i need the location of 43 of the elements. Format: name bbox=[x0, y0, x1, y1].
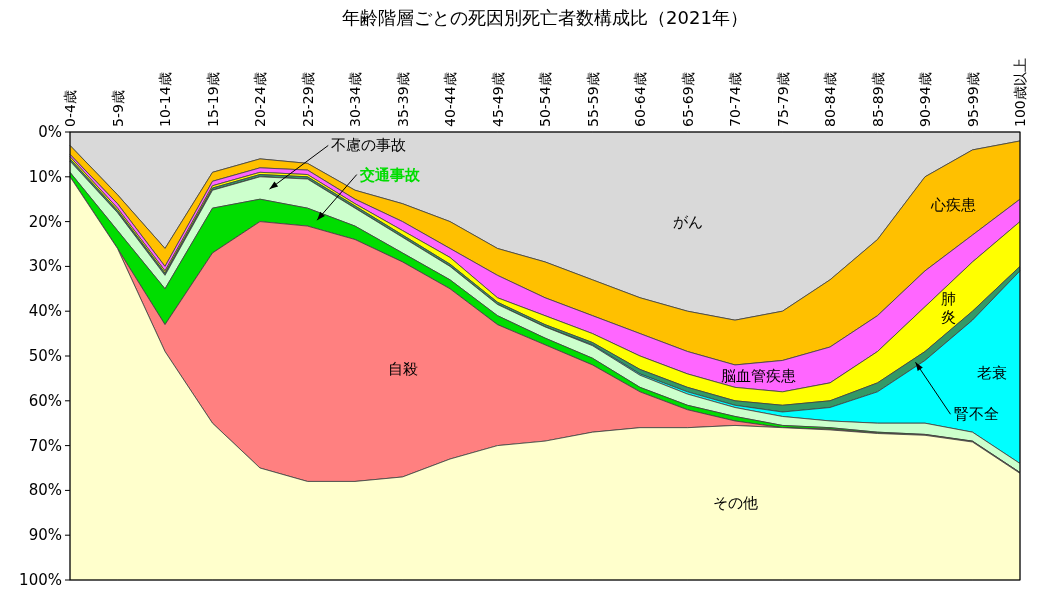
x-tick-label: 0-4歳 bbox=[62, 90, 78, 127]
x-tick-label: 75-79歳 bbox=[774, 72, 791, 127]
x-tick-label: 95-99歳 bbox=[964, 72, 981, 127]
x-tick-label: 45-49歳 bbox=[489, 72, 506, 127]
x-tick-label: 55-59歳 bbox=[584, 72, 601, 127]
series-label: 脳血管疾患 bbox=[721, 367, 797, 386]
series-label: 肺炎 bbox=[941, 289, 957, 326]
x-tick-label: 80-84歳 bbox=[822, 72, 838, 127]
x-tick-label: 50-54歳 bbox=[537, 72, 553, 127]
x-tick-label: 35-39歳 bbox=[394, 72, 411, 127]
series-label: その他 bbox=[712, 493, 758, 512]
y-tick-label: 90% bbox=[28, 526, 62, 545]
y-tick-label: 40% bbox=[28, 302, 62, 321]
x-tick-label: 85-89歳 bbox=[869, 72, 886, 127]
y-tick-label: 20% bbox=[28, 212, 62, 231]
y-tick-label: 70% bbox=[28, 436, 62, 455]
series-label: 心疾患 bbox=[930, 196, 976, 215]
y-tick-label: 0% bbox=[38, 123, 62, 141]
y-tick-label: 60% bbox=[28, 391, 62, 410]
series-label: 老衰 bbox=[976, 363, 1007, 382]
y-tick-label: 30% bbox=[28, 257, 62, 276]
x-tick-label: 40-44歳 bbox=[442, 72, 458, 127]
series-label: 自殺 bbox=[387, 360, 418, 379]
x-tick-label: 20-24歳 bbox=[252, 72, 268, 127]
series-label: がん bbox=[672, 212, 703, 231]
chart-title: 年齢階層ごとの死因別死亡者数構成比（2021年） bbox=[342, 7, 748, 28]
x-tick-label: 15-19歳 bbox=[204, 72, 221, 127]
x-tick-label: 60-64歳 bbox=[632, 72, 648, 127]
y-tick-label: 100% bbox=[19, 571, 62, 589]
text: 交通事故 bbox=[358, 165, 421, 184]
x-tick-label: 25-29歳 bbox=[299, 72, 316, 127]
x-tick-label: 100歳以上 bbox=[1012, 58, 1028, 127]
x-tick-label: 65-69歳 bbox=[679, 72, 696, 127]
x-tick-label: 30-34歳 bbox=[347, 72, 363, 127]
x-tick-label: 70-74歳 bbox=[727, 72, 743, 127]
x-tick-label: 90-94歳 bbox=[917, 72, 933, 127]
y-tick-label: 10% bbox=[28, 167, 62, 186]
x-tick-label: 10-14歳 bbox=[157, 72, 173, 127]
y-tick-label: 80% bbox=[28, 481, 62, 500]
x-tick-label: 5-9歳 bbox=[109, 90, 126, 127]
y-tick-label: 50% bbox=[28, 347, 62, 365]
text: 不慮の事故 bbox=[331, 136, 407, 155]
text: 腎不全 bbox=[953, 405, 999, 424]
